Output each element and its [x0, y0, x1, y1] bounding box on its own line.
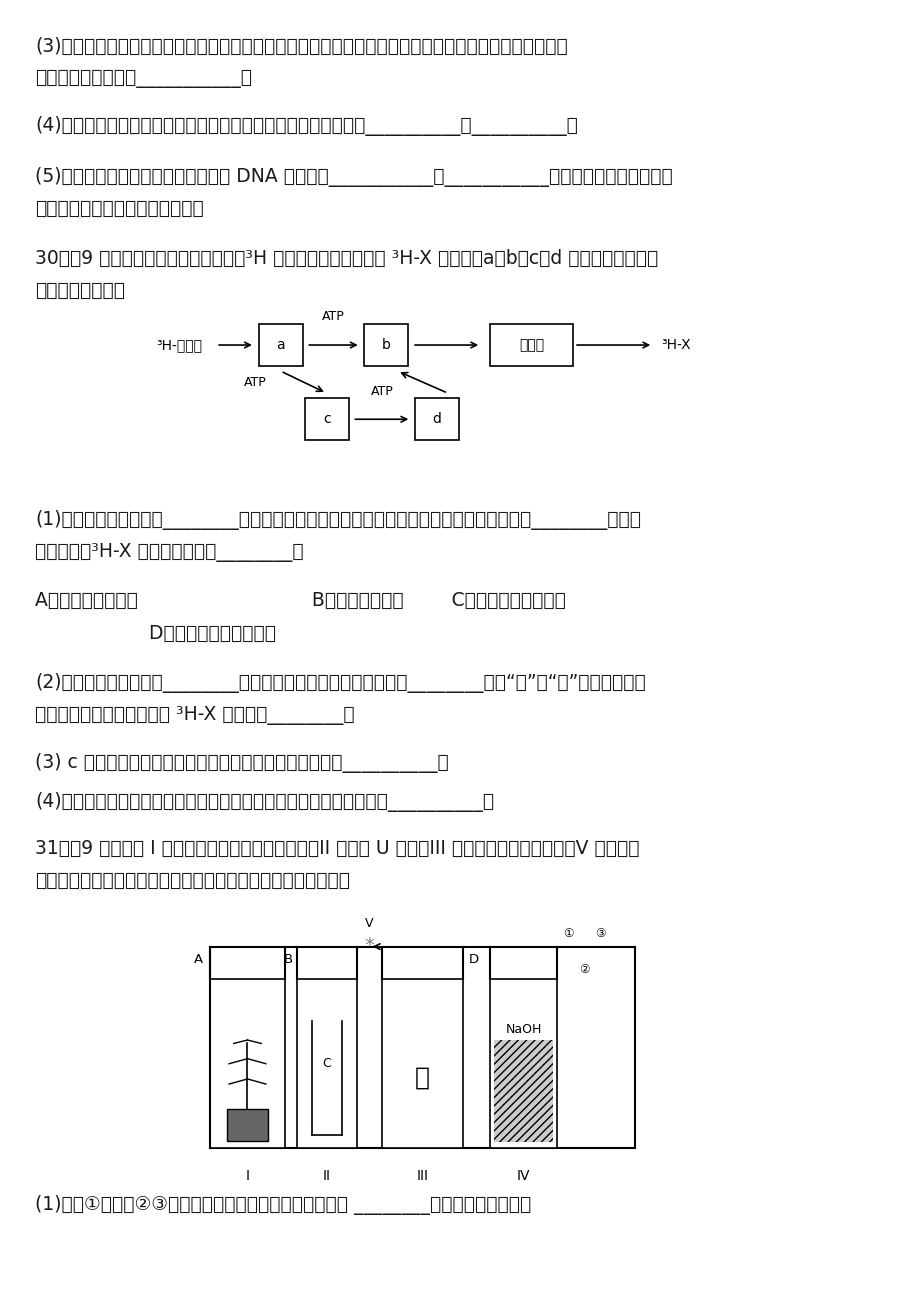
Text: 中字母）。³H-X 可代表的物质是________。: 中字母）。³H-X 可代表的物质是________。 [35, 543, 303, 562]
Text: a: a [276, 339, 285, 352]
Text: ③: ③ [595, 927, 606, 940]
Bar [297, 979, 357, 1148]
Bar [490, 979, 556, 1148]
Bar [381, 979, 462, 1148]
Text: 的空气以一定速度按箭头方向流动。根据装置图分析回答问题。: 的空气以一定速度按箭头方向流动。根据装置图分析回答问题。 [35, 871, 349, 891]
Text: 见细胞分化的意义是___________。: 见细胞分化的意义是___________。 [35, 69, 252, 89]
Text: 的生长和分裂失控而变成癌细胞。: 的生长和分裂失控而变成癌细胞。 [35, 199, 203, 219]
Bar [304, 398, 348, 440]
Text: B: B [283, 953, 292, 966]
Text: ATP: ATP [322, 310, 345, 323]
Bar [364, 324, 408, 366]
Text: A: A [194, 953, 203, 966]
Text: c: c [323, 413, 330, 426]
Text: D: D [468, 953, 479, 966]
Text: (3)同一植株的叶肉细胞、表皮细胞和贮藏细胞会由于基因的选择性表达导致形态和功能各不相同，由此可: (3)同一植株的叶肉细胞、表皮细胞和贮藏细胞会由于基因的选择性表达导致形态和功能… [35, 36, 567, 56]
Text: III: III [415, 1169, 428, 1184]
Text: ³H-X: ³H-X [661, 339, 690, 352]
Text: 🐀: 🐀 [414, 1065, 429, 1090]
Text: D．生长激素、血红蛋白: D．生长激素、血红蛋白 [35, 624, 276, 643]
Text: ①: ① [562, 927, 573, 940]
Text: (2)能通过囊泡联系的是________（填图中字母）和细胞膜，囊泡上________（填“有”或“无”）参与精确定: (2)能通过囊泡联系的是________（填图中字母）和细胞膜，囊泡上_____… [35, 673, 645, 693]
Text: (1)含有核酸的细胞器有________（填图中字母），在动植物细胞中功能差异最大的细胞器是________（填图: (1)含有核酸的细胞器有________（填图中字母），在动植物细胞中功能差异最… [35, 510, 641, 530]
Text: (4)在高等植物体内，参与能量转换的细胞器，除图中所示外还应包括__________。: (4)在高等植物体内，参与能量转换的细胞器，除图中所示外还应包括________… [35, 792, 494, 811]
Text: d: d [432, 413, 441, 426]
Bar [414, 398, 459, 440]
Text: ATP: ATP [244, 376, 266, 388]
Text: A．消化酶、性激素                             B．胰岛素、抗体        C．呼吸酶、血浆蛋白: A．消化酶、性激素 B．胰岛素、抗体 C．呼吸酶、血浆蛋白 [35, 591, 565, 611]
Text: b: b [381, 339, 391, 352]
Bar [258, 324, 302, 366]
Text: *: * [364, 936, 374, 954]
Bar [494, 1040, 552, 1142]
Text: ATP: ATP [370, 385, 392, 398]
Text: (1)开关①打开，②③关闭，如果不给光照，装置内空气中 ________（物质）含量增加。: (1)开关①打开，②③关闭，如果不给光照，装置内空气中 ________（物质）… [35, 1195, 530, 1215]
Text: 请据图回答问题：: 请据图回答问题： [35, 281, 125, 301]
Text: ②: ② [578, 963, 589, 976]
Text: ³H-亮氨酸: ³H-亮氨酸 [156, 339, 202, 352]
Text: IV: IV [516, 1169, 529, 1184]
Text: I: I [245, 1169, 249, 1184]
Text: (5)环境中的致癌因子会损伤细胞中的 DNA 分子，使___________和___________发生突变，导致正常细胞: (5)环境中的致癌因子会损伤细胞中的 DNA 分子，使___________和_… [35, 167, 672, 186]
Text: (4)老年人的头发会变白与细胞衰老有关，关于细胞衰老的假说有__________和__________。: (4)老年人的头发会变白与细胞衰老有关，关于细胞衰老的假说有__________… [35, 116, 577, 135]
Bar [490, 324, 573, 366]
Text: 30．（9 分）下图表示在某动物体内，³H 标记的亮氨酸参与合成 ³H-X 的过程，a、b、c、d 表示不同细胞器。: 30．（9 分）下图表示在某动物体内，³H 标记的亮氨酸参与合成 ³H-X 的过… [35, 249, 657, 268]
Text: 细胞膜: 细胞膜 [518, 339, 544, 352]
Text: C: C [323, 1057, 331, 1070]
Text: NaOH: NaOH [505, 1023, 541, 1036]
Text: 31．（9 分）下图 I 中放一盆正常生长的绻色植物，II 处为一 U 型管，III 处放一只健康的小白鼠，V 使装置中: 31．（9 分）下图 I 中放一盆正常生长的绻色植物，II 处为一 U 型管，I… [35, 838, 639, 858]
Text: 位的信号分子。细胞膜分泌 ³H-X 的方式是________。: 位的信号分子。细胞膜分泌 ³H-X 的方式是________。 [35, 706, 354, 725]
Text: V: V [365, 917, 373, 930]
Bar [227, 1109, 267, 1141]
Bar [210, 979, 285, 1148]
Text: (3) c 中能增大膜面积并为酶的附着提供位点的结构主要是__________。: (3) c 中能增大膜面积并为酶的附着提供位点的结构主要是__________。 [35, 753, 448, 772]
Text: II: II [323, 1169, 331, 1184]
